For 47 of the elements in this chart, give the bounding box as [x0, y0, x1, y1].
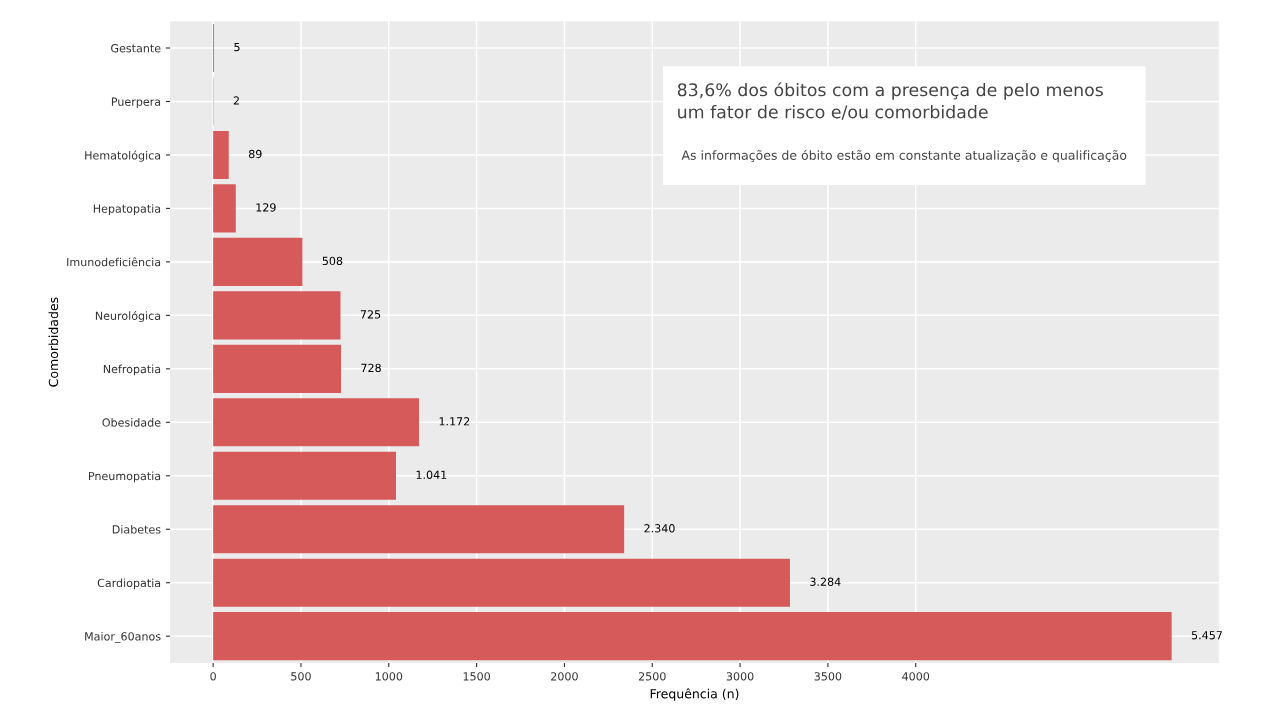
data-label: 89 — [248, 149, 262, 159]
data-label: 725 — [360, 310, 381, 319]
x-tick-label: 2000 — [551, 672, 578, 681]
x-tick-label: 1000 — [375, 672, 403, 681]
data-label: 129 — [256, 203, 276, 212]
annotation: 83,6% dos óbitos com a presença de pelo menos um fator de risco e/ou comorbidade — [677, 82, 1103, 120]
bar — [213, 451, 396, 500]
x-tick-label: 3500 — [814, 672, 842, 681]
data-label: 2.340 — [644, 524, 675, 533]
y-tick-label: Puerpera — [111, 97, 161, 109]
x-tick-label: 0 — [210, 672, 216, 681]
bar — [213, 344, 342, 393]
bar — [213, 237, 303, 286]
y-tick-label: Obesidade — [102, 418, 161, 427]
data-label: 2 — [233, 96, 239, 105]
x-axis-title: Frequência (n) — [650, 688, 739, 701]
x-tick-label: 2500 — [638, 672, 666, 681]
data-label: 1.172 — [439, 417, 470, 426]
y-tick-label: Cardiopatia — [97, 578, 161, 590]
data-label: 5.457 — [1191, 631, 1222, 640]
x-tick-label: 3000 — [726, 672, 754, 681]
annotation: As informações de óbito estão em constante atualização e qualificação — [681, 149, 1127, 163]
y-tick-label: Hepatopatia — [93, 204, 161, 215]
y-tick-label: Diabetes — [112, 525, 161, 534]
x-tick-label: 4000 — [902, 672, 930, 681]
data-label: 5 — [234, 42, 240, 52]
x-tick-label: 1500 — [463, 672, 491, 681]
bar — [213, 130, 229, 180]
bar — [213, 558, 790, 607]
y-tick-label: Pneumopatia — [89, 471, 161, 483]
data-label: 3.284 — [810, 577, 841, 586]
y-tick-label: Neurológica — [95, 310, 161, 323]
data-label: 508 — [322, 256, 343, 266]
bar — [213, 291, 341, 340]
y-tick-label: Gestante — [111, 43, 161, 53]
bar — [213, 398, 419, 447]
data-label: 728 — [361, 363, 381, 373]
x-tick-label: 500 — [291, 672, 311, 681]
bar — [213, 505, 625, 554]
bar — [213, 612, 1172, 661]
y-axis-title: Comorbidades — [48, 297, 59, 387]
y-tick-label: Nefropatia — [103, 364, 161, 376]
data-label: 1.041 — [416, 470, 447, 479]
y-tick-label: Hematológica — [85, 150, 161, 162]
y-tick-label: Maior_60anos — [85, 631, 161, 644]
y-tick-label: Imunodeficiência — [67, 257, 161, 267]
bar — [213, 184, 236, 233]
